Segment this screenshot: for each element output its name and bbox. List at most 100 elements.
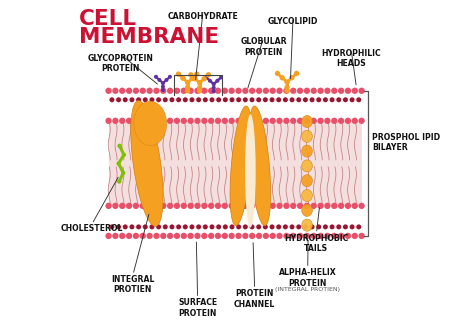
Circle shape	[197, 88, 202, 93]
Circle shape	[136, 97, 141, 102]
Circle shape	[263, 87, 269, 94]
Circle shape	[284, 79, 290, 85]
Circle shape	[167, 118, 173, 124]
Circle shape	[310, 233, 317, 239]
Circle shape	[216, 97, 221, 102]
Circle shape	[290, 87, 296, 94]
Circle shape	[329, 224, 335, 229]
Text: PROTEIN
CHANNEL: PROTEIN CHANNEL	[234, 289, 275, 309]
Circle shape	[153, 233, 160, 239]
Circle shape	[161, 81, 165, 85]
Circle shape	[345, 87, 351, 94]
Circle shape	[112, 233, 118, 239]
Circle shape	[197, 85, 202, 90]
Circle shape	[146, 203, 153, 209]
Circle shape	[276, 224, 281, 229]
Circle shape	[201, 76, 207, 81]
Circle shape	[324, 203, 330, 209]
Circle shape	[176, 224, 181, 229]
Circle shape	[236, 97, 241, 102]
Circle shape	[201, 203, 208, 209]
Ellipse shape	[302, 190, 312, 202]
Circle shape	[196, 97, 201, 102]
Circle shape	[310, 87, 317, 94]
Circle shape	[212, 89, 216, 93]
Circle shape	[183, 97, 188, 102]
Circle shape	[194, 118, 201, 124]
Circle shape	[116, 97, 121, 102]
Text: HYDROPHILIC
HEADS: HYDROPHILIC HEADS	[321, 49, 381, 68]
Circle shape	[358, 87, 365, 94]
Circle shape	[160, 203, 166, 209]
Text: INTEGRAL
PROTIEN: INTEGRAL PROTIEN	[111, 275, 155, 294]
Text: GLOBULAR
PROTEIN: GLOBULAR PROTEIN	[240, 38, 287, 57]
Circle shape	[216, 224, 221, 229]
Circle shape	[229, 224, 235, 229]
Circle shape	[256, 233, 262, 239]
Circle shape	[143, 97, 148, 102]
Circle shape	[201, 118, 208, 124]
Circle shape	[331, 118, 337, 124]
Circle shape	[235, 118, 242, 124]
Circle shape	[196, 224, 201, 229]
Ellipse shape	[134, 101, 167, 146]
Circle shape	[136, 224, 141, 229]
Circle shape	[318, 118, 324, 124]
Circle shape	[194, 233, 201, 239]
Circle shape	[208, 233, 214, 239]
Circle shape	[283, 224, 288, 229]
Circle shape	[119, 87, 126, 94]
Circle shape	[358, 118, 365, 124]
Ellipse shape	[131, 101, 163, 226]
Circle shape	[263, 203, 269, 209]
Circle shape	[358, 203, 365, 209]
Circle shape	[139, 203, 146, 209]
Circle shape	[249, 87, 255, 94]
Circle shape	[210, 97, 214, 102]
Circle shape	[208, 79, 212, 83]
Circle shape	[256, 203, 262, 209]
Circle shape	[263, 118, 269, 124]
Circle shape	[275, 71, 280, 76]
Circle shape	[222, 203, 228, 209]
Circle shape	[208, 203, 214, 209]
Circle shape	[105, 87, 112, 94]
Circle shape	[197, 80, 202, 85]
Circle shape	[284, 88, 290, 93]
Circle shape	[176, 71, 181, 77]
Circle shape	[249, 97, 255, 102]
Circle shape	[283, 87, 290, 94]
Circle shape	[215, 203, 221, 209]
Text: ALPHA-HELIX
PROTEIN: ALPHA-HELIX PROTEIN	[279, 268, 337, 288]
Circle shape	[121, 171, 126, 175]
Circle shape	[146, 233, 153, 239]
Circle shape	[119, 233, 126, 239]
Bar	[109, 121, 362, 206]
Circle shape	[228, 118, 235, 124]
Circle shape	[318, 233, 324, 239]
Ellipse shape	[302, 130, 312, 142]
Circle shape	[160, 118, 166, 124]
Circle shape	[119, 203, 126, 209]
Circle shape	[112, 118, 118, 124]
Circle shape	[176, 97, 181, 102]
Circle shape	[235, 87, 242, 94]
Circle shape	[323, 224, 328, 229]
Circle shape	[236, 224, 241, 229]
Circle shape	[270, 233, 276, 239]
Circle shape	[123, 97, 128, 102]
Circle shape	[215, 118, 221, 124]
Circle shape	[290, 224, 294, 229]
Circle shape	[181, 233, 187, 239]
Circle shape	[187, 87, 194, 94]
Ellipse shape	[302, 145, 312, 157]
Circle shape	[156, 97, 161, 102]
Circle shape	[105, 233, 112, 239]
Text: GLYCOLIPID: GLYCOLIPID	[268, 17, 318, 26]
Circle shape	[185, 85, 190, 90]
Circle shape	[163, 97, 168, 102]
Circle shape	[160, 233, 166, 239]
Circle shape	[324, 118, 330, 124]
Circle shape	[133, 203, 139, 209]
Circle shape	[201, 87, 208, 94]
